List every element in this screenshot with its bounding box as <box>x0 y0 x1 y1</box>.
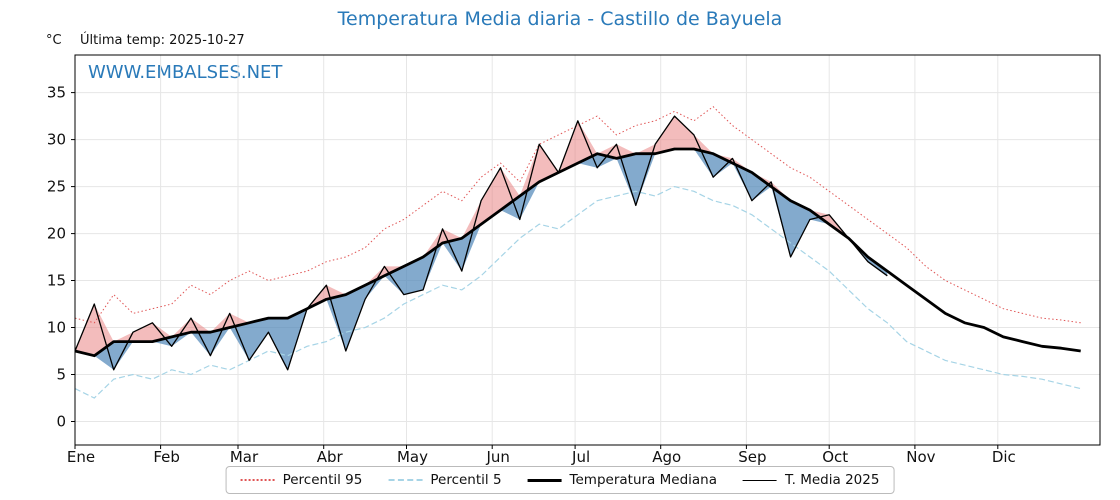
legend-item-percentil95: Percentil 95 <box>240 472 363 488</box>
percentil95-line <box>74 106 1081 324</box>
y-axis-tick-label: 25 <box>47 178 66 196</box>
y-axis-tick-label: 20 <box>47 225 66 243</box>
percentil95-line-sample <box>240 479 275 481</box>
y-axis-tick-label: 35 <box>47 84 66 102</box>
axis-tick-labels: 0 5 10 15 20 25 30 35 Ene Feb Mar Abr May Jun Jul Ago Se… <box>47 84 1016 466</box>
x-axis-month-label: May <box>397 448 428 466</box>
x-axis-month-label: Mar <box>230 448 259 466</box>
x-axis-month-label: Jul <box>571 448 590 466</box>
x-axis-month-label: Ene <box>67 448 95 466</box>
mediana-line-sample <box>527 478 562 482</box>
plot-border <box>74 54 1101 446</box>
x-axis-month-label: Ago <box>652 448 681 466</box>
legend-label: Percentil 95 <box>282 472 363 488</box>
last-temp-label: Última temp: 2025-10-27 <box>80 33 245 48</box>
legend-label: Temperatura Mediana <box>569 472 717 488</box>
chart-legend: Percentil 95 Percentil 5 Temperatura Med… <box>225 466 895 494</box>
tmedia2025-line-sample <box>743 479 777 481</box>
temperatura-mediana-line <box>74 147 1081 358</box>
x-axis-month-label: Abr <box>317 448 344 466</box>
legend-label: Percentil 5 <box>430 472 502 488</box>
percentil5-line-sample <box>388 479 423 481</box>
legend-item-percentil5: Percentil 5 <box>388 472 502 488</box>
grid-lines <box>75 55 1100 445</box>
y-axis-tick-label: 10 <box>47 319 66 337</box>
legend-item-mediana: Temperatura Mediana <box>527 472 717 488</box>
y-axis-tick-label: 15 <box>47 272 66 290</box>
y-axis-unit-label: °C <box>46 33 62 48</box>
legend-label: T. Media 2025 <box>785 472 880 488</box>
x-axis-month-label: Feb <box>153 448 180 466</box>
above-median-fill <box>75 116 888 356</box>
watermark-text: WWW.EMBALSES.NET <box>88 62 283 83</box>
x-axis-month-label: Oct <box>822 448 848 466</box>
y-axis-tick-label: 0 <box>56 413 66 431</box>
y-axis-tick-label: 30 <box>47 131 66 149</box>
chart-title: Temperatura Media diaria - Castillo de B… <box>337 8 783 30</box>
percentil5-line <box>74 185 1081 399</box>
axis-ticks <box>71 92 999 449</box>
legend-item-tmedia2025: T. Media 2025 <box>743 472 879 488</box>
x-axis-month-label: Sep <box>738 448 766 466</box>
x-axis-month-label: Dic <box>992 448 1016 466</box>
x-axis-month-label: Jun <box>485 448 509 466</box>
x-axis-month-label: Nov <box>906 448 935 466</box>
y-axis-tick-label: 5 <box>56 366 66 384</box>
tmedia-2025-line <box>74 115 888 371</box>
